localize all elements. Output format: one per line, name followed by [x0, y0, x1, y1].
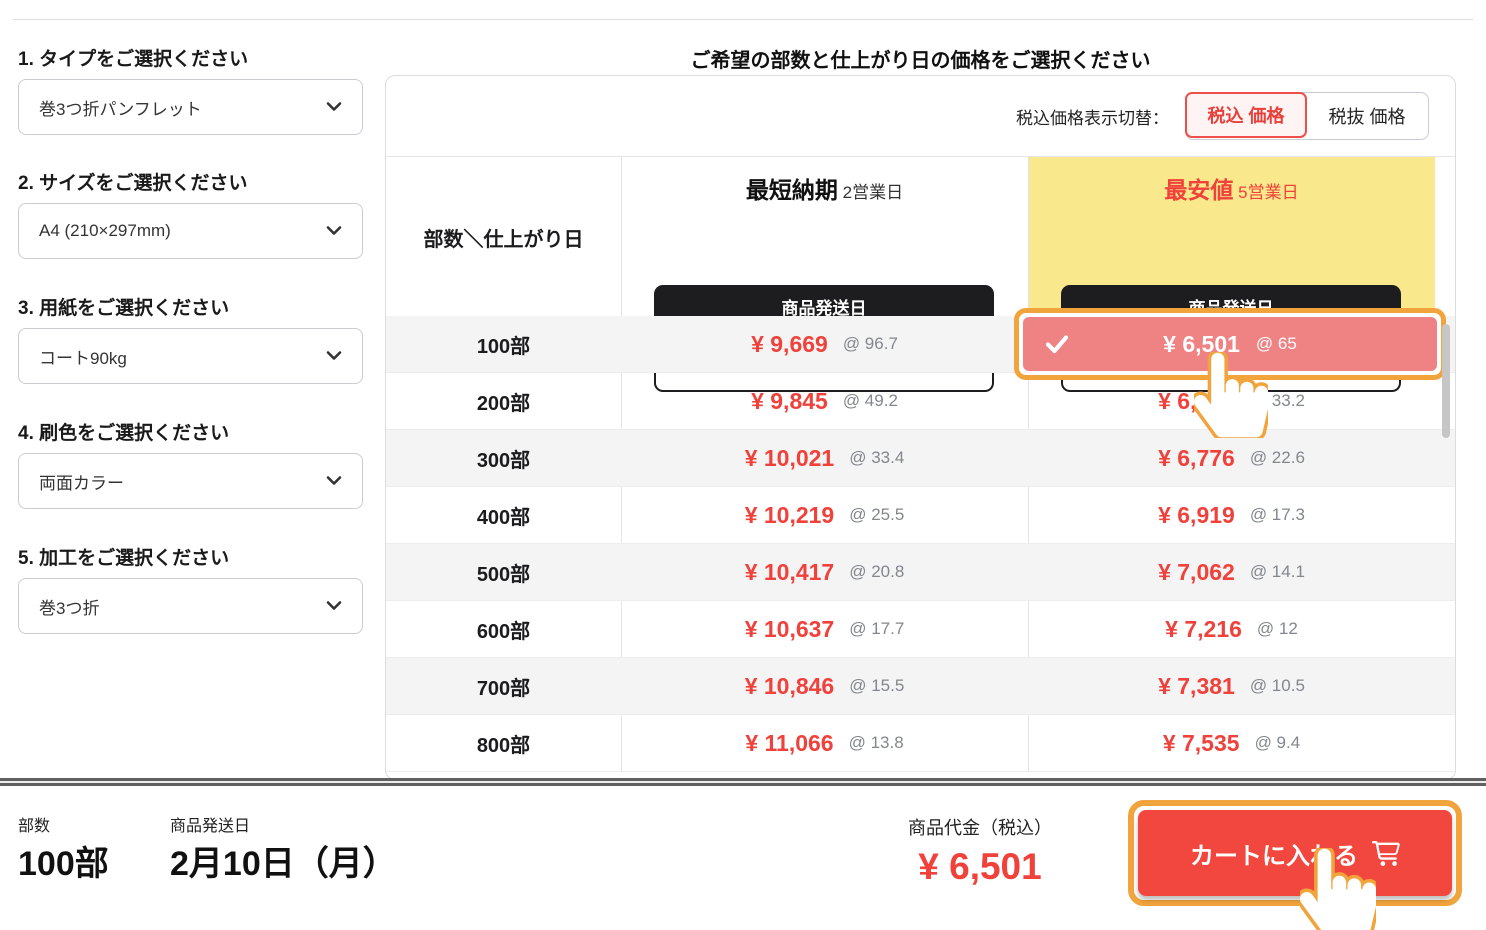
footer-total-value: ¥ 6,501: [918, 846, 1042, 887]
qty-cell: 300部: [476, 449, 531, 472]
footer-divider: [0, 778, 1486, 786]
chevron-down-icon: [326, 600, 342, 612]
table-row: 600部 ¥ 10,637 @ 17.7 ¥ 7,216 @ 12: [386, 601, 1455, 658]
cheap-column-badge: 最安値 5営業日: [1164, 177, 1299, 203]
table-header: 部数＼仕上がり日 最短納期 2営業日 最安値 5営業日 商品発送日 2月6日 (…: [386, 156, 1455, 392]
footer-total-label: 商品代金（税込）: [908, 818, 1052, 838]
hand-cursor-icon: [1190, 349, 1272, 443]
color-select-value: 両面カラー: [39, 473, 124, 493]
footer-qty-value: 100部: [18, 845, 109, 883]
fast-column-badge: 最短納期 2営業日: [745, 177, 904, 203]
finish-select-value: 巻3つ折: [39, 598, 100, 618]
qty-cell: 200部: [476, 392, 531, 415]
chevron-down-icon: [326, 475, 342, 487]
paper-select[interactable]: コート90kg: [18, 328, 363, 384]
size-select-value: A4 (210×297mm): [39, 221, 171, 240]
price-cell-fast[interactable]: ¥ 9,669 @ 96.7: [751, 330, 898, 357]
footer-qty-label: 部数: [18, 818, 51, 835]
section-label-finish: 5. 加工をご選択ください: [18, 548, 230, 569]
price-cell-fast[interactable]: ¥ 9,845 @ 49.2: [751, 387, 898, 414]
price-cell-cheap[interactable]: ¥ 7,381 @ 10.5: [1158, 672, 1305, 699]
price-cell-selected[interactable]: ¥ 6,501 @ 65: [1023, 317, 1437, 371]
top-divider: [13, 19, 1473, 20]
table-row: 300部 ¥ 10,021 @ 33.4 ¥ 6,776 @ 22.6: [386, 430, 1455, 487]
type-select[interactable]: 巻3つ折パンフレット: [18, 79, 363, 135]
tax-excluded-button[interactable]: 税抜 価格: [1328, 107, 1406, 127]
table-scrollbar-thumb[interactable]: [1442, 324, 1450, 438]
qty-cell: 400部: [476, 506, 531, 529]
table-row: 500部 ¥ 10,417 @ 20.8 ¥ 7,062 @ 14.1: [386, 544, 1455, 601]
finish-select[interactable]: 巻3つ折: [18, 578, 363, 634]
section-label-type: 1. タイプをご選択ください: [18, 49, 249, 70]
tax-toggle: 税込価格表示切替： 税込 価格 税抜 価格: [1016, 92, 1429, 140]
cart-button-highlight-ring: カートに入れる: [1128, 800, 1462, 906]
chevron-down-icon: [326, 101, 342, 113]
qty-cell: 600部: [476, 620, 531, 643]
corner-header: 部数＼仕上がり日: [423, 228, 584, 251]
tax-toggle-group: 税込 価格 税抜 価格: [1185, 92, 1429, 140]
qty-cell: 100部: [476, 335, 531, 358]
cart-icon: [1372, 840, 1400, 866]
price-cell-fast[interactable]: ¥ 10,846 @ 15.5: [744, 672, 905, 699]
price-cell-cheap[interactable]: ¥ 6,776 @ 22.6: [1158, 444, 1305, 471]
size-select[interactable]: A4 (210×297mm): [18, 203, 363, 259]
price-cell-cheap[interactable]: ¥ 7,216 @ 12: [1165, 615, 1298, 642]
price-cell-cheap[interactable]: ¥ 7,062 @ 14.1: [1158, 558, 1305, 585]
chevron-down-icon: [326, 350, 342, 362]
page-title: ご希望の部数と仕上がり日の価格をご選択ください: [690, 50, 1151, 72]
color-select[interactable]: 両面カラー: [18, 453, 363, 509]
hand-cursor-icon: [1296, 845, 1380, 930]
footer-total: 商品代金（税込） ¥ 6,501: [870, 814, 1090, 888]
table-row: 200部 ¥ 9,845 @ 49.2 ¥ 6,639 @ 33.2: [386, 373, 1455, 430]
price-cell-fast[interactable]: ¥ 10,637 @ 17.7: [744, 615, 905, 642]
section-label-color: 4. 刷色をご選択ください: [18, 423, 230, 444]
tax-toggle-label: 税込価格表示切替：: [1016, 108, 1169, 128]
paper-select-value: コート90kg: [39, 348, 127, 368]
check-icon: [1045, 334, 1069, 354]
tax-included-button[interactable]: 税込 価格: [1185, 92, 1307, 138]
chevron-down-icon: [326, 225, 342, 237]
price-cell-fast[interactable]: ¥ 10,021 @ 33.4: [744, 444, 905, 471]
selected-price-highlight-ring: ¥ 6,501 @ 65: [1014, 308, 1446, 380]
table-row: 700部 ¥ 10,846 @ 15.5 ¥ 7,381 @ 10.5: [386, 658, 1455, 715]
table-row: 400部 ¥ 10,219 @ 25.5 ¥ 6,919 @ 17.3: [386, 487, 1455, 544]
price-cell-fast[interactable]: ¥ 10,219 @ 25.5: [744, 501, 905, 528]
price-cell-cheap[interactable]: ¥ 7,535 @ 9.4: [1162, 729, 1301, 756]
table-row: 800部 ¥ 11,066 @ 13.8 ¥ 7,535 @ 9.4: [386, 715, 1455, 772]
price-table-card: 税込価格表示切替： 税込 価格 税抜 価格 部数＼仕上がり日 最短納期 2営業日…: [385, 75, 1456, 780]
add-to-cart-button[interactable]: カートに入れる: [1138, 810, 1452, 896]
qty-cell: 500部: [476, 563, 531, 586]
section-label-size: 2. サイズをご選択ください: [18, 173, 248, 194]
price-cell-cheap[interactable]: ¥ 6,919 @ 17.3: [1158, 501, 1305, 528]
qty-cell: 800部: [476, 734, 531, 757]
section-label-paper: 3. 用紙をご選択ください: [18, 298, 230, 319]
type-select-value: 巻3つ折パンフレット: [39, 99, 202, 119]
price-cell-fast[interactable]: ¥ 10,417 @ 20.8: [744, 558, 905, 585]
footer-ship-label: 商品発送日: [170, 818, 251, 835]
qty-cell: 700部: [476, 677, 531, 700]
price-cell-fast[interactable]: ¥ 11,066 @ 13.8: [745, 729, 904, 756]
footer-ship-value: 2月10日（月）: [170, 845, 397, 883]
